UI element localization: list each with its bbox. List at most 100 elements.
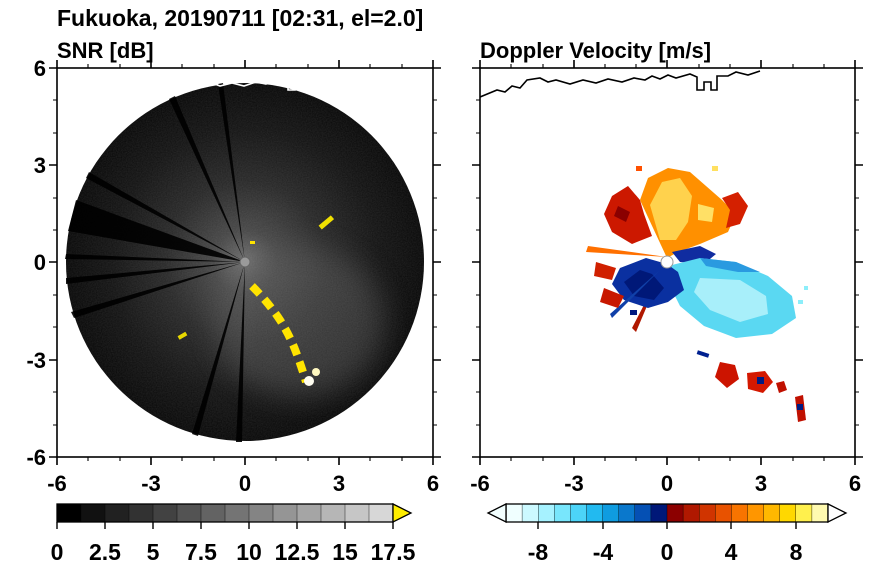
- velocity-colorbar-segments: [505, 503, 829, 523]
- colorbar-segment: [747, 503, 765, 523]
- warm-speck: [712, 166, 718, 171]
- cb-tick-label: 2.5: [89, 539, 121, 565]
- colorbar-segment: [602, 503, 620, 523]
- x-tick-label: -6: [47, 471, 67, 496]
- x-tick-label: 0: [239, 471, 251, 496]
- cb-tick-label: 7.5: [185, 539, 217, 565]
- velocity-colorbar: -8 -4 0 4 8: [486, 502, 848, 565]
- snr-panel: 6 3 0 -3 -6 -6 -3 0 3 6: [26, 56, 441, 496]
- scattered-navy-speck: [797, 404, 803, 410]
- blockage-ray: [66, 262, 245, 284]
- colorbar-segment: [634, 503, 652, 523]
- cb-tick-label: 0: [51, 539, 64, 565]
- clutter-chain: [249, 283, 310, 384]
- scattered-navy-dash: [696, 350, 710, 358]
- colorbar-segment: [618, 503, 636, 523]
- cyan-speck: [798, 300, 803, 304]
- velocity-under-range-arrow: [486, 502, 507, 524]
- scattered-red-blob: [715, 362, 739, 388]
- scattered-red-speck: [776, 381, 787, 393]
- velocity-colorbar-labels: -8 -4 0 4 8: [528, 539, 803, 565]
- colorbar-segment: [779, 503, 797, 523]
- colorbar-segment: [699, 503, 717, 523]
- cb-tick-label: 0: [661, 539, 674, 565]
- snr-minor-ticks: [53, 64, 437, 461]
- cb-tick-label: 4: [725, 539, 738, 565]
- clutter-isolated-echo: [177, 331, 188, 340]
- cb-tick-label: 10: [236, 539, 262, 565]
- x-tick-label: -3: [141, 471, 161, 496]
- cyan-speck: [804, 286, 808, 290]
- snr-major-ticks: [49, 60, 441, 465]
- cb-tick-label: 5: [147, 539, 160, 565]
- x-tick-label: -6: [470, 471, 490, 496]
- colorbar-segment: [682, 503, 700, 523]
- blockage-ray: [192, 262, 245, 436]
- clutter-saturated-blob: [312, 368, 320, 376]
- colorbar-segment: [795, 503, 813, 523]
- blockage-ray: [65, 254, 245, 262]
- colorbar-segment: [811, 503, 829, 523]
- blockage-ray: [71, 262, 245, 318]
- warm-speck: [636, 166, 642, 171]
- y-tick-label: 0: [34, 250, 46, 275]
- positive-velocity-red-rim-east: [722, 192, 748, 228]
- cb-tick-label: -4: [593, 539, 614, 565]
- cb-tick-label: -8: [528, 539, 549, 565]
- velocity-x-axis-labels: -6 -3 0 3 6: [470, 471, 861, 496]
- colorbar-segment: [80, 503, 106, 523]
- ground-clutter-echoes: [177, 215, 335, 386]
- snr-panel-title: SNR [dB]: [57, 38, 154, 63]
- snr-colorbar-labels: 0 2.5 5 7.5 10 12.5 15 17.5: [51, 539, 416, 565]
- clutter-isolated-echo: [318, 215, 335, 230]
- velocity-colorbar-ticks: [537, 522, 797, 529]
- colorbar-segment: [650, 503, 668, 523]
- x-tick-label: 3: [755, 471, 767, 496]
- snr-over-range-arrow: [392, 502, 413, 524]
- colorbar-segment: [763, 503, 781, 523]
- x-tick-label: 3: [333, 471, 345, 496]
- scattered-navy-speck: [757, 377, 764, 384]
- cb-tick-label: 15: [332, 539, 358, 565]
- navy-speck: [630, 310, 637, 315]
- colorbar-segment: [368, 503, 394, 523]
- x-tick-label: 0: [661, 471, 673, 496]
- clutter-saturated-tip: [304, 376, 314, 386]
- colorbar-segment: [248, 503, 274, 523]
- blockage-ray: [86, 172, 245, 262]
- velocity-panel-title: Doppler Velocity [m/s]: [480, 38, 711, 63]
- cb-tick-label: 17.5: [371, 539, 416, 565]
- positive-velocity-maroon-patch: [614, 206, 630, 222]
- snr-colorbar-segments: [56, 503, 394, 523]
- snr-colorbar-ticks: [56, 522, 394, 529]
- colorbar-segment: [152, 503, 178, 523]
- negative-thin-ray-sw: [610, 270, 660, 318]
- snr-radar-disk: [65, 72, 424, 442]
- colorbar-segment: [224, 503, 250, 523]
- y-tick-label: -6: [26, 445, 46, 470]
- negative-blue-edge: [700, 258, 760, 272]
- radar-site-hole: [660, 255, 674, 269]
- blockage-ray: [236, 262, 245, 442]
- positive-patch-southwest: [600, 288, 624, 308]
- y-tick-label: 3: [34, 153, 46, 178]
- x-tick-label: 6: [427, 471, 439, 496]
- cb-tick-label: 8: [790, 539, 803, 565]
- colorbar-segment: [538, 503, 556, 523]
- negative-light-cyan-core: [694, 278, 768, 322]
- colorbar-segment: [505, 503, 523, 523]
- colorbar-segment: [521, 503, 539, 523]
- colorbar-segment: [586, 503, 604, 523]
- velocity-field: [479, 70, 808, 422]
- colorbar-segment: [128, 503, 154, 523]
- coastline-right: [479, 70, 761, 98]
- colorbar-segment: [715, 503, 733, 523]
- positive-patch-west: [594, 262, 616, 280]
- coastline-left: [149, 72, 351, 99]
- snr-y-axis-labels: 6 3 0 -3 -6: [26, 56, 46, 470]
- x-tick-label: -3: [564, 471, 584, 496]
- colorbar-segment: [200, 503, 226, 523]
- clutter-speck: [250, 241, 255, 244]
- positive-velocity-yellow-patch: [698, 204, 714, 222]
